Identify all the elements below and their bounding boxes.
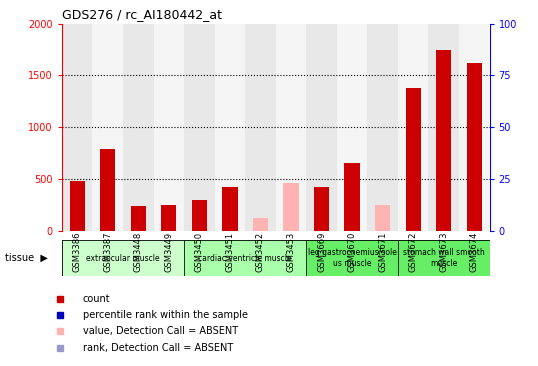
Bar [406,88,421,231]
Bar [192,200,207,231]
Bar [69,181,85,231]
Text: percentile rank within the sample: percentile rank within the sample [82,310,247,320]
Bar [375,205,390,231]
Bar [337,24,367,231]
Bar [459,24,490,231]
Bar [62,240,184,276]
Bar [466,63,482,231]
Bar [436,50,451,231]
Bar [398,240,490,276]
Bar [306,24,337,231]
Text: cardiac ventricle muscle: cardiac ventricle muscle [199,254,292,262]
Bar [306,240,398,276]
Text: value, Detection Call = ABSENT: value, Detection Call = ABSENT [82,326,238,336]
Bar [276,24,306,231]
Bar [153,24,184,231]
Bar [245,24,275,231]
Text: leg gastrocnemius/sole
us muscle: leg gastrocnemius/sole us muscle [308,248,397,268]
Text: GDS276 / rc_AI180442_at: GDS276 / rc_AI180442_at [62,8,222,21]
Text: tissue  ▶: tissue ▶ [5,253,48,263]
Bar [367,24,398,231]
Bar [161,205,176,231]
Bar [62,24,93,231]
Bar [314,187,329,231]
Bar [93,24,123,231]
Text: count: count [82,294,110,304]
Bar [184,24,215,231]
Bar [344,163,360,231]
Bar [131,206,146,231]
Text: extraocular muscle: extraocular muscle [86,254,160,262]
Text: stomach wall smooth
muscle: stomach wall smooth muscle [403,248,485,268]
Bar [253,218,268,231]
Bar [215,24,245,231]
Text: rank, Detection Call = ABSENT: rank, Detection Call = ABSENT [82,343,233,354]
Bar [100,149,115,231]
Bar [123,24,153,231]
Bar [284,183,299,231]
Bar [222,187,238,231]
Bar [428,24,459,231]
Bar [184,240,306,276]
Bar [398,24,428,231]
